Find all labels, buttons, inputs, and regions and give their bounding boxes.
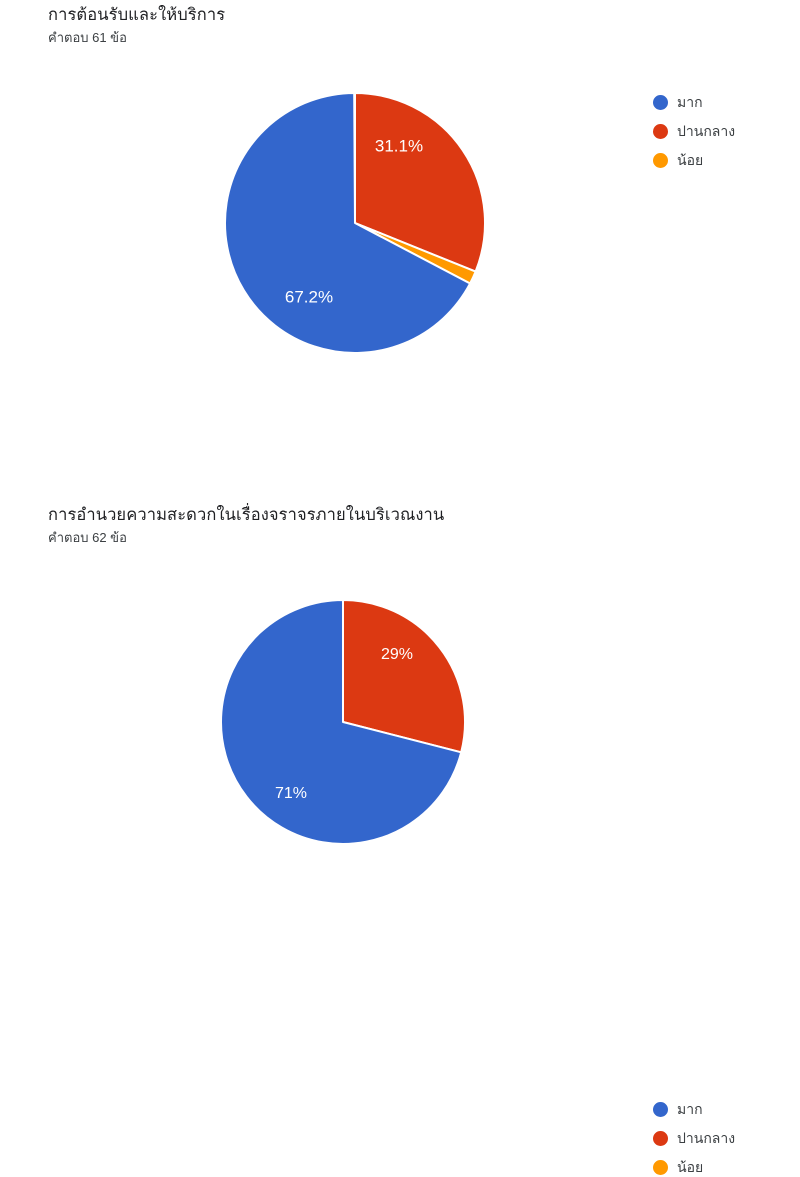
slice-label-medium: 29% — [381, 646, 413, 663]
legend-label: น้อย — [677, 1159, 704, 1175]
legend-dot-icon — [653, 124, 668, 139]
legend-item-high[interactable]: มาก — [653, 93, 735, 112]
chart-section-traffic-convenience: การอำนวยความสะดวกในเรื่องจราจรภายในบริเว… — [0, 500, 800, 1175]
chart-legend: มาก ปานกลาง น้อย — [653, 93, 735, 170]
chart-response-count: คำตอบ 62 ข้อ — [48, 530, 127, 545]
pie-chart-welcome-service: 31.1% 67.2% — [0, 0, 800, 440]
legend-label: มาก — [677, 94, 703, 110]
legend-item-high[interactable]: มาก — [653, 1100, 735, 1119]
legend-label: น้อย — [677, 152, 704, 168]
legend-label: ปานกลาง — [677, 1130, 736, 1146]
legend-dot-icon — [653, 153, 668, 168]
legend-label: ปานกลาง — [677, 123, 736, 139]
legend-item-medium[interactable]: ปานกลาง — [653, 1129, 735, 1148]
legend-item-low[interactable]: น้อย — [653, 151, 735, 170]
legend-dot-icon — [653, 1131, 668, 1146]
pie-slice[interactable] — [220, 599, 463, 845]
legend-item-low[interactable]: น้อย — [653, 1158, 735, 1177]
pie-chart-svg: 29% 71% — [220, 599, 466, 845]
pie-slice[interactable] — [354, 92, 486, 273]
chart-legend: มาก ปานกลาง น้อย — [653, 1100, 735, 1177]
slice-label-high: 71% — [275, 785, 307, 802]
pie-slice[interactable] — [224, 92, 472, 354]
pie-slice-group — [224, 92, 486, 354]
pie-slice-group — [220, 599, 466, 845]
chart-title: การอำนวยความสะดวกในเรื่องจราจรภายในบริเว… — [48, 506, 445, 524]
slice-label-high: 67.2% — [285, 287, 333, 306]
slice-label-medium: 31.1% — [375, 136, 423, 155]
legend-dot-icon — [653, 95, 668, 110]
chart-response-count: คำตอบ 61 ข้อ — [48, 30, 127, 45]
pie-chart-traffic-convenience: 29% 71% — [0, 500, 800, 862]
legend-dot-icon — [653, 1102, 668, 1117]
legend-dot-icon — [653, 1160, 668, 1175]
pie-chart-svg: 31.1% 67.2% — [224, 92, 486, 354]
chart-section-welcome-service: การต้อนรับและให้บริการ คำตอบ 61 ข้อ 31.1… — [0, 0, 800, 440]
pie-slice[interactable] — [342, 599, 466, 754]
legend-item-medium[interactable]: ปานกลาง — [653, 122, 735, 141]
legend-label: มาก — [677, 1101, 703, 1117]
chart-title: การต้อนรับและให้บริการ — [48, 6, 226, 24]
